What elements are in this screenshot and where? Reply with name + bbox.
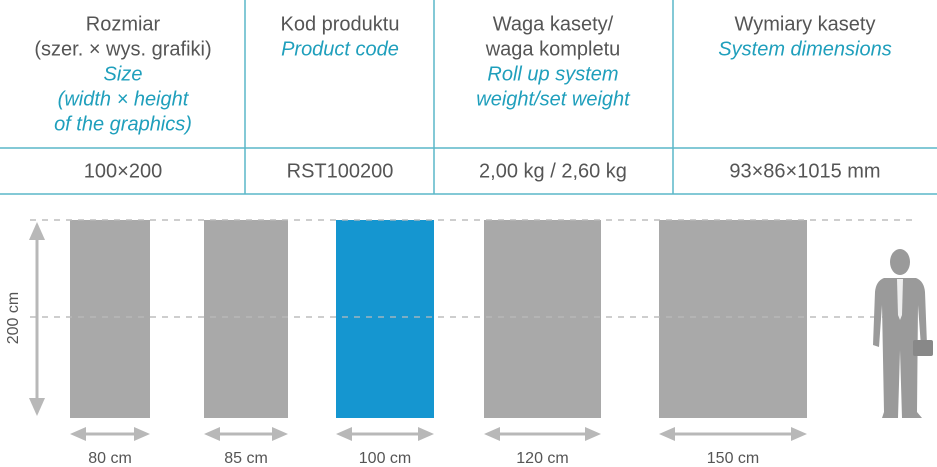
- panel: [659, 220, 807, 418]
- cell: RST100200: [287, 160, 394, 182]
- cell: 100×200: [84, 160, 162, 182]
- width-label: 150 cm: [707, 450, 759, 467]
- header-text: Rozmiar: [86, 13, 161, 35]
- arrow-head: [272, 427, 288, 441]
- person-silhouette: [873, 249, 933, 418]
- header-text-en: Product code: [281, 38, 399, 60]
- table: Rozmiar (szer. × wys. grafiki) Size (width …: [34, 13, 891, 182]
- header-text-en: (width × height: [58, 88, 190, 110]
- width-arrow: [204, 427, 288, 441]
- header-text: (szer. × wys. grafiki): [34, 38, 211, 60]
- cell: 93×86×1015 mm: [729, 160, 880, 182]
- header-text: Wymiary kasety: [735, 13, 876, 35]
- header-text: waga kompletu: [485, 38, 621, 60]
- arrow-head: [484, 427, 500, 441]
- width-label: 120 cm: [516, 450, 568, 467]
- arrow-head: [585, 427, 601, 441]
- panel: [484, 220, 601, 418]
- header-text-en: weight/set weight: [476, 88, 631, 110]
- header-text: Kod produktu: [281, 13, 400, 35]
- arrow-head: [418, 427, 434, 441]
- panel: [70, 220, 150, 418]
- width-arrow: [336, 427, 434, 441]
- arrow-head: [791, 427, 807, 441]
- height-arrow: [29, 222, 45, 416]
- width-label: 80 cm: [88, 450, 132, 467]
- diagram: 200 cm: [5, 219, 933, 418]
- arrow-head: [204, 427, 220, 441]
- table-lines: [0, 0, 937, 195]
- width-label: 100 cm: [359, 450, 411, 467]
- arrow-head: [659, 427, 675, 441]
- width-markers: 80 cm 85 cm 100 cm 120 cm 150 cm: [70, 427, 807, 467]
- panel: [204, 220, 288, 418]
- arrow-head: [336, 427, 352, 441]
- arrow-head: [70, 427, 86, 441]
- header-text: Waga kasety/: [493, 13, 614, 35]
- panel: [336, 220, 434, 418]
- width-arrow: [659, 427, 807, 441]
- height-label: 200 cm: [5, 292, 22, 344]
- cell: 2,00 kg / 2,60 kg: [479, 160, 627, 182]
- arrow-head: [134, 427, 150, 441]
- width-arrow: [70, 427, 150, 441]
- width-arrow: [484, 427, 601, 441]
- header-text-en: of the graphics): [54, 113, 192, 135]
- header-text-en: Roll up system: [487, 63, 618, 85]
- header-text-en: Size: [104, 63, 143, 85]
- header-text-en: System dimensions: [718, 38, 891, 60]
- width-label: 85 cm: [224, 450, 268, 467]
